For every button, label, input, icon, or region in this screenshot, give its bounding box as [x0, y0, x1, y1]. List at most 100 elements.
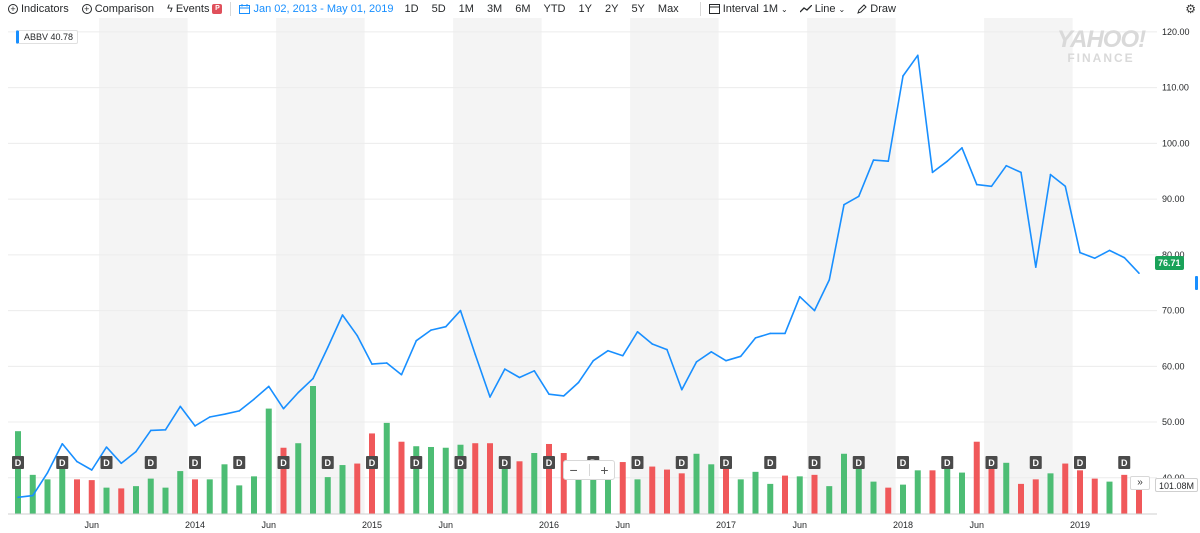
legend-chip[interactable]: ABBV 40.78: [16, 30, 79, 44]
range-button-2y[interactable]: 2Y: [604, 3, 619, 15]
chart-area[interactable]: 120.00 110.00 100.00 90.00 80.00 70.00 60.00 50…: [0, 18, 1200, 533]
x-tick-label: 2019: [1070, 520, 1090, 530]
range-button-1d[interactable]: 1D: [404, 3, 419, 15]
volume-bar: [855, 458, 862, 514]
price-point: [902, 75, 904, 77]
y-tick-label: 100.00: [1162, 138, 1190, 148]
price-point: [975, 183, 978, 186]
volume-bar: [369, 433, 375, 514]
scroll-to-latest-button[interactable]: »: [1130, 476, 1150, 490]
range-button-max[interactable]: Max: [657, 3, 679, 15]
price-point: [149, 429, 152, 432]
dividend-marker-label: D: [325, 458, 332, 468]
indicators-label: Indicators: [21, 3, 69, 15]
volume-bar: [118, 488, 125, 514]
chart-type-button[interactable]: Line ⌄: [799, 3, 845, 15]
price-point: [164, 429, 167, 431]
x-tick-label: Jun: [261, 520, 276, 530]
range-button-6m[interactable]: 6M: [515, 3, 531, 15]
date-range-label: Jan 02, 2013 - May 01, 2019: [253, 3, 394, 15]
toolbar-divider: [230, 2, 232, 16]
volume-bar: [413, 446, 420, 514]
volume-bar: [1136, 483, 1142, 514]
price-point: [385, 362, 388, 364]
zoom-in-button[interactable]: +: [600, 462, 609, 478]
volume-bar: [649, 466, 656, 514]
events-label: Events: [175, 3, 210, 15]
dividend-marker-label: D: [1033, 458, 1040, 468]
range-button-1m[interactable]: 1M: [458, 3, 474, 15]
volume-bar: [796, 476, 803, 514]
dividend-marker: [675, 456, 688, 469]
volume-bar: [501, 464, 508, 514]
price-point: [282, 407, 285, 410]
price-point: [813, 309, 816, 312]
price-point: [636, 330, 639, 333]
period-shade: [276, 18, 365, 514]
range-button-ytd[interactable]: YTD: [543, 3, 566, 15]
comparison-button[interactable]: + Comparison: [81, 3, 154, 15]
price-point: [1064, 185, 1067, 188]
chart-toolbar: + Indicators + Comparison ϟ Events P Jan…: [0, 0, 1200, 18]
indicators-button[interactable]: + Indicators: [8, 3, 69, 15]
price-point: [326, 346, 329, 349]
price-point: [695, 361, 698, 363]
price-point: [444, 325, 447, 328]
x-tick-label: Jun: [792, 520, 807, 530]
plus-circle-icon: +: [81, 4, 92, 14]
price-point: [577, 381, 580, 384]
volume-bar: [988, 465, 995, 514]
volume-bar: [634, 479, 641, 514]
volume-bar: [752, 471, 759, 514]
dividend-marker-label: D: [236, 458, 243, 468]
axis-handle[interactable]: [1195, 276, 1198, 290]
volume-bar: [1091, 478, 1098, 514]
volume-bar: [442, 447, 449, 514]
dividend-marker-label: D: [634, 458, 641, 468]
price-point: [562, 395, 565, 397]
price-point: [828, 279, 831, 281]
dividend-marker-label: D: [723, 458, 730, 468]
volume-bar: [531, 453, 538, 514]
gear-icon[interactable]: ⚙: [1185, 2, 1196, 16]
volume-bar: [885, 487, 892, 514]
events-button[interactable]: ϟ Events P: [167, 3, 223, 15]
chevron-down-icon: ⌄: [781, 4, 788, 14]
x-tick-label: 2015: [362, 520, 382, 530]
price-point: [1020, 171, 1022, 174]
volume-bar: [103, 487, 110, 514]
volume-bar: [162, 487, 169, 514]
date-range-button[interactable]: Jan 02, 2013 - May 01, 2019: [239, 3, 394, 15]
dividend-marker-label: D: [988, 458, 995, 468]
zoom-out-button[interactable]: −: [569, 462, 578, 478]
dividend-marker: [1074, 456, 1086, 469]
range-button-5y[interactable]: 5Y: [631, 3, 645, 15]
price-point: [120, 462, 123, 465]
price-point: [238, 410, 241, 412]
volume-bar: [177, 471, 184, 514]
price-point: [710, 351, 713, 353]
dividend-marker-label: D: [457, 458, 464, 468]
volume-bar: [737, 479, 744, 514]
price-point: [1093, 257, 1096, 259]
volume-bar: [1062, 463, 1069, 514]
interval-button[interactable]: Interval 1M ⌄: [708, 3, 788, 15]
range-button-3m[interactable]: 3M: [486, 3, 503, 15]
x-tick-label: 2016: [539, 520, 559, 530]
price-point: [548, 393, 550, 395]
price-point: [135, 450, 137, 453]
volume-bar: [900, 484, 906, 514]
range-button-1y[interactable]: 1Y: [578, 3, 592, 15]
dividend-marker-label: D: [811, 458, 818, 468]
chart-type-label: Line: [814, 3, 836, 15]
dividend-marker-label: D: [679, 458, 686, 468]
volume-bar: [560, 453, 567, 514]
draw-button[interactable]: Draw: [857, 3, 896, 15]
price-point: [739, 355, 742, 358]
dividend-marker: [189, 456, 201, 469]
dividend-marker: [631, 456, 644, 469]
price-point: [31, 494, 34, 497]
range-button-5d[interactable]: 5D: [431, 3, 446, 15]
volume-bar: [1106, 481, 1113, 514]
volume-bar: [841, 453, 847, 514]
